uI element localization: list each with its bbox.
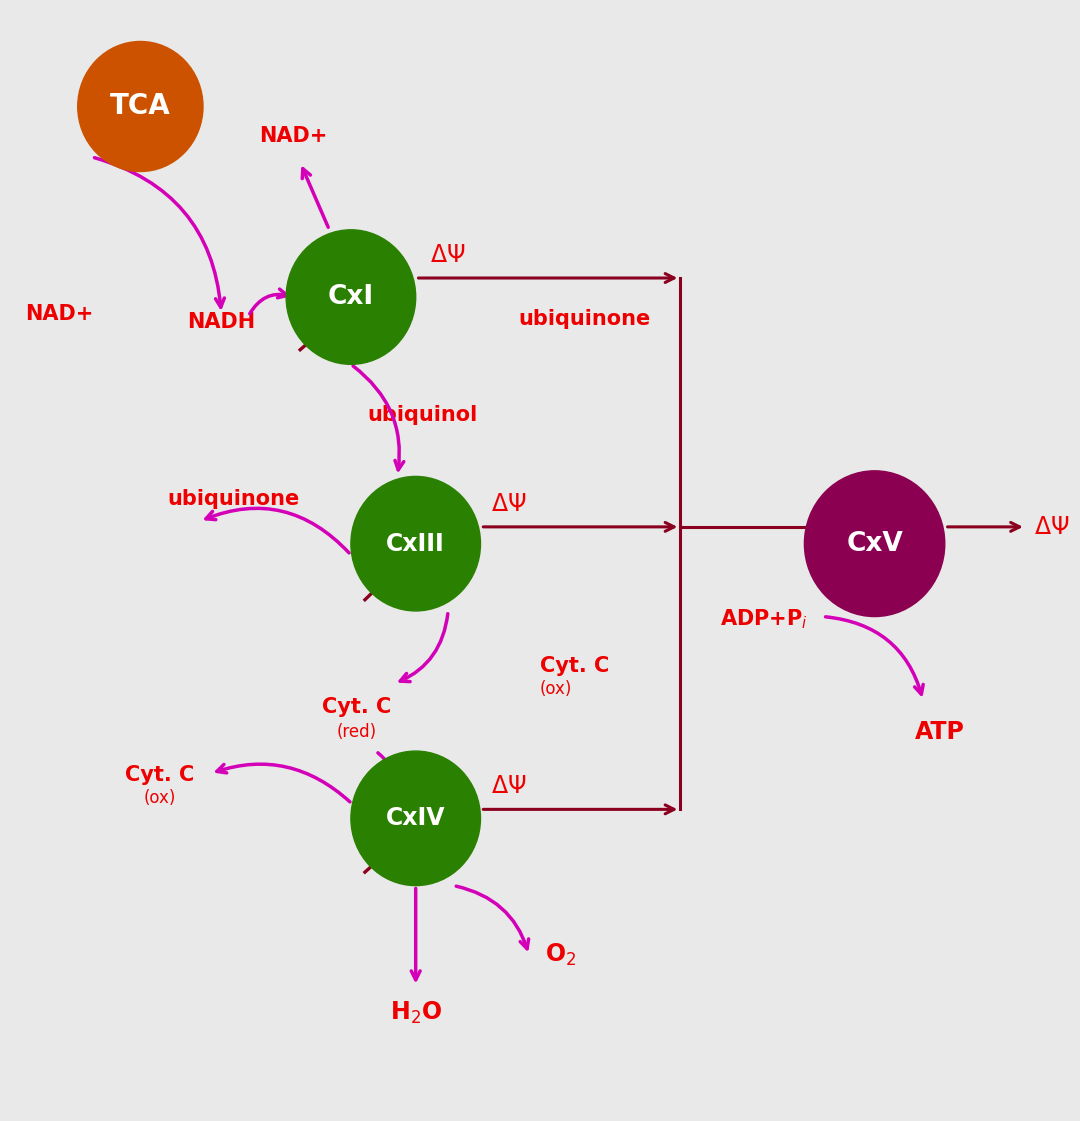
Text: (ox): (ox) [540,680,572,698]
Text: $\Delta\Psi$: $\Delta\Psi$ [430,243,465,267]
Text: O$_2$: O$_2$ [545,942,577,969]
Text: ubiquinol: ubiquinol [367,405,477,425]
Text: NAD+: NAD+ [259,126,328,146]
Circle shape [78,41,203,172]
Text: TCA: TCA [110,93,171,120]
Circle shape [805,471,945,617]
Text: H$_2$O: H$_2$O [390,1000,442,1026]
Text: $\Delta\Psi$: $\Delta\Psi$ [1035,515,1070,539]
Text: $\Delta\Psi$: $\Delta\Psi$ [491,492,527,516]
Text: $\Delta\Psi$: $\Delta\Psi$ [491,775,527,798]
Text: CxI: CxI [328,284,374,311]
Text: Cyt. C: Cyt. C [540,656,609,676]
Text: ADP+P$_i$: ADP+P$_i$ [720,606,808,631]
Text: (ox): (ox) [144,789,176,807]
Text: (red): (red) [336,723,376,741]
Circle shape [286,230,416,364]
Circle shape [351,476,481,611]
Text: CxIII: CxIII [387,531,445,556]
Text: ATP: ATP [915,720,964,743]
Text: CxV: CxV [847,530,903,557]
Text: ubiquinone: ubiquinone [167,489,299,509]
Text: Cyt. C: Cyt. C [125,765,194,785]
Text: CxIV: CxIV [386,806,445,831]
Text: NADH: NADH [187,312,255,332]
Text: Cyt. C: Cyt. C [322,697,391,717]
Text: ubiquinone: ubiquinone [518,309,650,330]
Text: NAD+: NAD+ [25,304,94,324]
Circle shape [351,751,481,886]
